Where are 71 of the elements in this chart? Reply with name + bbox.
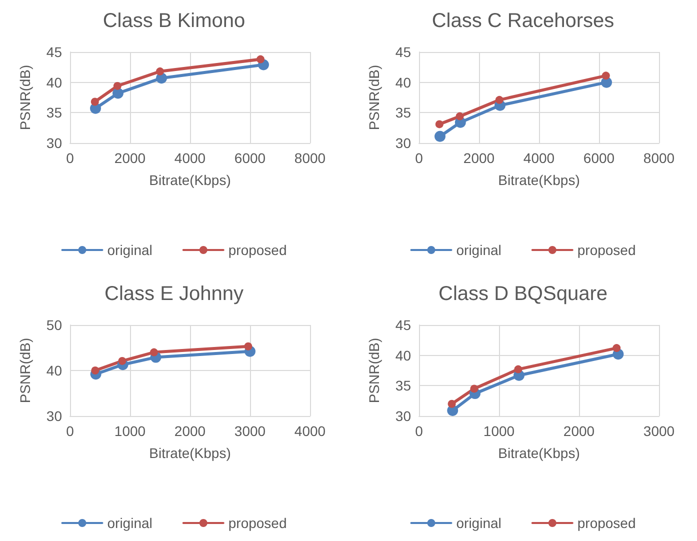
point xyxy=(434,130,446,142)
legend-label: original xyxy=(107,515,152,531)
y-tick-label: 45 xyxy=(395,44,412,60)
point xyxy=(90,98,99,106)
y-tick-label: 35 xyxy=(395,378,412,394)
x-tick-label: 4000 xyxy=(174,150,206,166)
x-tick-label: 2000 xyxy=(463,150,495,166)
x-tick-label: 1000 xyxy=(483,423,515,439)
point xyxy=(495,96,504,104)
x-axis-title: Bitrate(Kbps) xyxy=(498,172,580,188)
point xyxy=(150,348,158,356)
x-tick-label: 0 xyxy=(415,150,424,166)
y-tick-label: 35 xyxy=(46,104,62,121)
legend-label: proposed xyxy=(577,242,636,258)
point xyxy=(91,366,100,374)
x-tick-label: 0 xyxy=(66,423,74,439)
y-tick-label: 45 xyxy=(395,317,412,333)
x-tick-label: 2000 xyxy=(114,150,146,166)
y-tick-label: 50 xyxy=(46,317,62,333)
legend-label: proposed xyxy=(228,515,287,531)
point xyxy=(612,344,621,352)
y-tick-label: 40 xyxy=(46,362,62,378)
point xyxy=(118,356,126,365)
y-axis-title: PSNR(dB) xyxy=(366,64,382,130)
point xyxy=(470,384,478,393)
x-tick-label: 6000 xyxy=(234,150,266,166)
point xyxy=(602,72,610,80)
chart-title: Class B Kimono xyxy=(102,10,246,32)
y-tick-label: 45 xyxy=(46,44,62,60)
legend-label: original xyxy=(456,515,502,531)
y-tick-label: 40 xyxy=(395,74,412,90)
y-tick-label: 40 xyxy=(395,347,412,364)
legend-label: proposed xyxy=(228,242,287,258)
x-axis-title: Bitrate(Kbps) xyxy=(498,445,580,461)
x-axis-title: Bitrate(Kbps) xyxy=(149,172,231,188)
y-tick-label: 30 xyxy=(395,135,412,151)
x-tick-label: 4000 xyxy=(294,423,326,439)
x-tick-label: 8000 xyxy=(294,150,326,166)
chart-title: Class D BQSquare xyxy=(438,283,608,305)
legend-label: original xyxy=(107,242,152,258)
y-axis-title: PSNR(dB) xyxy=(17,338,33,404)
x-tick-label: 6000 xyxy=(583,150,615,166)
y-tick-label: 30 xyxy=(46,135,62,151)
x-tick-label: 0 xyxy=(415,423,424,439)
point xyxy=(113,82,122,90)
x-tick-label: 3000 xyxy=(234,423,266,439)
y-tick-label: 30 xyxy=(395,408,412,424)
y-tick-label: 35 xyxy=(395,104,412,121)
y-tick-label: 40 xyxy=(46,74,62,90)
x-tick-label: 8000 xyxy=(643,150,675,166)
x-tick-label: 1000 xyxy=(114,423,146,439)
point xyxy=(435,120,444,128)
chart-title: Class E Johnny xyxy=(104,283,244,305)
point xyxy=(514,365,522,374)
legend-label: original xyxy=(456,242,502,258)
x-tick-label: 3000 xyxy=(643,423,675,439)
point xyxy=(256,55,264,64)
y-axis-title: PSNR(dB) xyxy=(366,338,382,404)
x-tick-label: 2000 xyxy=(174,423,206,439)
y-axis-title: PSNR(dB) xyxy=(17,64,33,130)
x-tick-label: 0 xyxy=(66,150,74,166)
chart-title: Class C Racehorses xyxy=(432,10,614,32)
point xyxy=(456,112,464,120)
point xyxy=(156,67,164,76)
x-tick-label: 2000 xyxy=(563,423,595,439)
point xyxy=(244,342,252,350)
point xyxy=(448,400,456,408)
x-tick-label: 4000 xyxy=(523,150,555,166)
legend-label: proposed xyxy=(577,515,636,531)
y-tick-label: 30 xyxy=(46,408,62,424)
x-axis-title: Bitrate(Kbps) xyxy=(149,445,231,461)
